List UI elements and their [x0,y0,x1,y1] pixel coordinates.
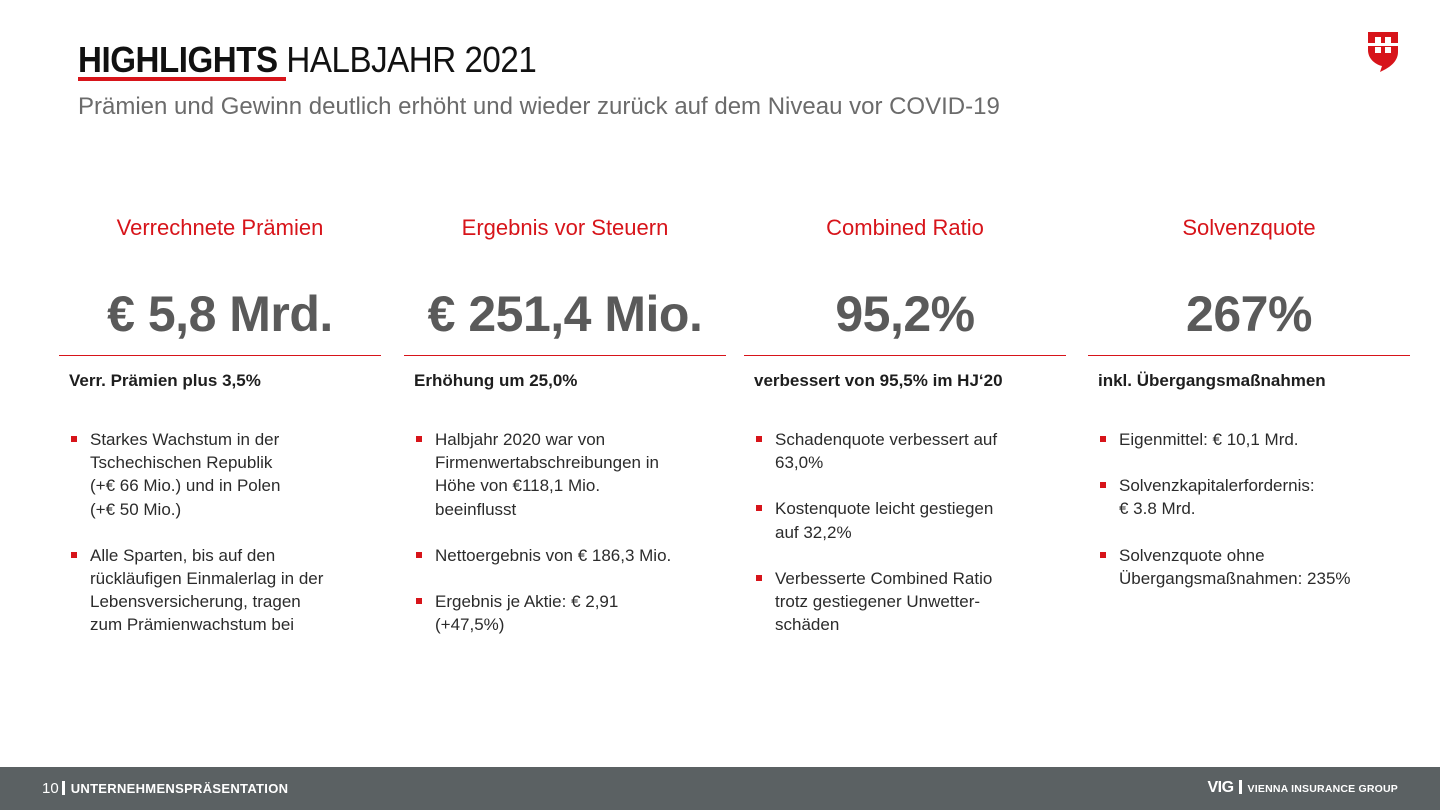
bullet-square-icon [416,436,422,442]
kpi-bullet-list: Starkes Wachstum in der Tschechischen Re… [69,428,381,637]
footer-brand-full: VIENNA INSURANCE GROUP [1247,783,1398,795]
footer-divider [1238,780,1242,794]
kpi-divider [1088,355,1410,356]
list-item-text: Alle Sparten, bis auf den rückläufigen E… [90,545,324,635]
bullet-square-icon [71,551,77,558]
list-item-text: Nettoergebnis von € 186,3 Mio. [435,545,672,565]
list-item-text: Schadenquote verbessert auf 63,0% [775,430,998,473]
list-item-text: Solvenzkapitalerfordernis: € 3.8 Mrd. [1119,476,1315,519]
bullet-square-icon [1100,436,1106,442]
kpi-bullet-list: Schadenquote verbessert auf 63,0% Kosten… [754,428,1066,636]
kpi-column-solvenzquote: Solvenzquote 267% inkl. Übergangsmaßnahm… [1088,212,1410,613]
footer-section: 10 UNTERNEHMENSPRÄSENTATION [42,780,288,797]
list-item: Solvenzkapitalerfordernis: € 3.8 Mrd. [1098,474,1410,520]
kpi-lead: inkl. Übergangsmaßnahmen [1098,371,1326,390]
kpi-value: 267% [1186,286,1312,342]
list-item-text: Eigenmittel: € 10,1 Mrd. [1119,430,1299,449]
kpi-divider [404,355,726,356]
kpi-value: € 251,4 Mio. [427,286,703,342]
kpi-column-combined-ratio: Combined Ratio 95,2% verbessert von 95,5… [744,212,1066,659]
list-item: Kostenquote leicht gestiegen auf 32,2% [754,497,1066,543]
footer-divider [61,781,65,795]
list-item: Verbesserte Combined Ratio trotz gestieg… [754,567,1066,637]
list-item: Solvenzquote ohne Übergangsmaßnahmen: 23… [1098,544,1410,590]
list-item-text: Halbjahr 2020 war von Firmenwertabschrei… [435,430,659,519]
list-item: Alle Sparten, bis auf den rückläufigen E… [69,544,381,637]
list-item: Eigenmittel: € 10,1 Mrd. [1098,428,1410,451]
kpi-heading: Ergebnis vor Steuern [461,215,669,240]
list-item-text: Ergebnis je Aktie: € 2,91 (+47,5%) [435,592,619,635]
slide-title: HIGHLIGHTS HALBJAHR 2021 [78,38,537,82]
list-item-text: Verbesserte Combined Ratio trotz gestieg… [775,568,993,635]
kpi-value: € 5,8 Mrd. [107,286,333,342]
kpi-column-praemien: Verrechnete Prämien € 5,8 Mrd. Verr. Prä… [59,212,381,660]
kpi-bullet-list: Halbjahr 2020 war von Firmenwertabschrei… [414,428,726,636]
bullet-square-icon [1100,551,1106,558]
slide-title-light: HALBJAHR 2021 [286,39,537,80]
footer-brand-short: VIG [1207,779,1234,796]
bullet-square-icon [756,574,762,581]
list-item: Ergebnis je Aktie: € 2,91 (+47,5%) [414,590,726,636]
list-item-text: Starkes Wachstum in der Tschechischen Re… [90,430,281,519]
kpi-column-ergebnis: Ergebnis vor Steuern € 251,4 Mio. Erhöhu… [404,212,726,659]
kpi-heading: Combined Ratio [826,215,984,240]
kpi-bullet-list: Eigenmittel: € 10,1 Mrd. Solvenzkapitale… [1098,428,1410,590]
bullet-square-icon [1100,482,1106,489]
footer-brand: VIG VIENNA INSURANCE GROUP [1207,779,1398,798]
list-item: Schadenquote verbessert auf 63,0% [754,428,1066,474]
title-underline [78,77,286,81]
slide-title-strong: HIGHLIGHTS [78,39,278,80]
slide-subtitle: Prämien und Gewinn deutlich erhöht und w… [78,93,1000,120]
vig-shield-logo-icon [1368,32,1398,72]
kpi-divider [744,355,1066,356]
list-item: Starkes Wachstum in der Tschechischen Re… [69,428,381,521]
kpi-lead: verbessert von 95,5% im HJ‘20 [754,371,1003,390]
kpi-value: 95,2% [835,286,975,342]
kpi-heading: Solvenzquote [1182,215,1316,240]
kpi-lead: Verr. Prämien plus 3,5% [69,371,261,390]
list-item-text: Kostenquote leicht gestiegen auf 32,2% [775,499,994,542]
page-number: 10 [42,780,59,797]
kpi-lead: Erhöhung um 25,0% [414,371,578,390]
bullet-square-icon [416,598,422,605]
kpi-heading: Verrechnete Prämien [116,215,324,240]
bullet-square-icon [756,505,762,512]
footer-section-label: UNTERNEHMENSPRÄSENTATION [70,781,289,796]
kpi-divider [59,355,381,356]
bullet-square-icon [71,436,77,442]
list-item-text: Solvenzquote ohne Übergangsmaßnahmen: 23… [1119,545,1351,588]
list-item: Nettoergebnis von € 186,3 Mio. [414,544,726,567]
bullet-square-icon [416,551,422,558]
list-item: Halbjahr 2020 war von Firmenwertabschrei… [414,428,726,521]
footer-bar: 10 UNTERNEHMENSPRÄSENTATION VIG VIENNA INS… [0,767,1440,810]
bullet-square-icon [756,436,762,442]
